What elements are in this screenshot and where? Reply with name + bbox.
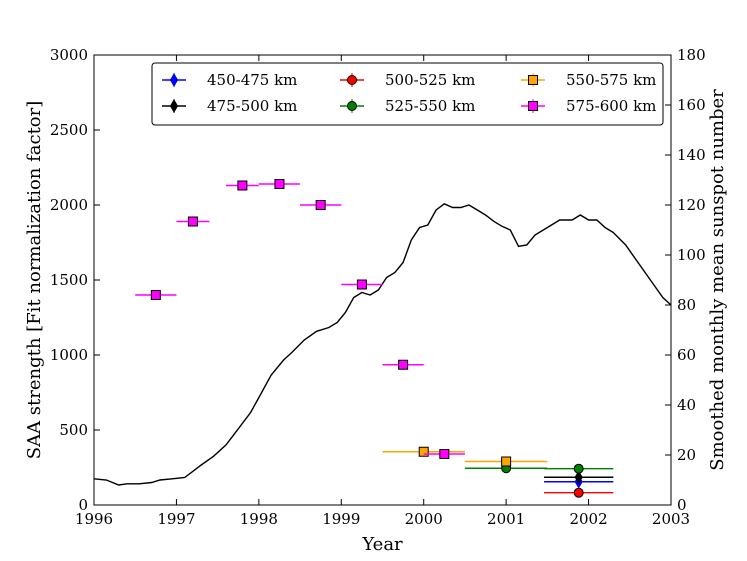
y2-tick-label: 160	[677, 96, 706, 114]
series-5-point-0	[135, 290, 177, 300]
y2-tick-label: 100	[677, 246, 706, 264]
data-point	[573, 487, 584, 498]
legend-entry-0: 450-475 km	[162, 71, 297, 89]
y2-tick-label: 80	[677, 296, 696, 314]
x-tick-label: 2000	[405, 510, 443, 528]
data-point	[574, 470, 583, 485]
sunspot-curve	[93, 202, 672, 486]
legend-marker	[347, 75, 357, 85]
series-5-point-5	[341, 279, 383, 290]
y2-tick-label: 40	[677, 396, 696, 414]
data-point	[418, 446, 429, 457]
y-tick-label: 1000	[50, 346, 88, 364]
y-axis-label: SAA strength [Fit normalization factor]	[24, 101, 45, 460]
x-tick-label: 2002	[569, 510, 607, 528]
y-tick-label: 2500	[50, 121, 88, 139]
legend-marker	[169, 73, 179, 87]
y2-tick-label: 0	[677, 496, 687, 514]
data-point	[315, 200, 326, 210]
legend-entry-3: 525-550 km	[340, 97, 475, 115]
series-5-point-4	[300, 200, 342, 210]
legend-label: 500-525 km	[385, 71, 475, 89]
series-5-point-1	[176, 216, 210, 227]
data-point	[356, 279, 367, 290]
y-tick-label: 3000	[50, 46, 88, 64]
legend-marker	[528, 75, 538, 85]
legend-entry-2: 500-525 km	[340, 71, 475, 89]
axes-layer: 1996 1997 1998 1999 2000 2001 2002 200305001000…	[50, 46, 706, 528]
legend-entry-5: 575-600 km	[521, 97, 656, 115]
y2-tick-label: 120	[677, 196, 706, 214]
legend-entry-1: 475-500 km	[162, 97, 297, 115]
data-point	[150, 290, 161, 300]
x-tick-label: 2001	[487, 510, 525, 528]
legend-marker	[169, 99, 179, 113]
y2-tick-label: 180	[677, 46, 706, 64]
series-5-point-2	[225, 180, 259, 191]
x-tick-label: 2003	[652, 510, 690, 528]
data-point	[398, 359, 409, 370]
y-tick-label: 0	[78, 496, 88, 514]
y2-tick-label: 140	[677, 146, 706, 164]
series-4-point-1	[464, 456, 548, 467]
y2-tick-label: 20	[677, 446, 696, 464]
legend-label: 550-575 km	[566, 71, 656, 89]
plot-layer	[93, 179, 672, 498]
data-point	[573, 463, 584, 474]
x-tick-label: 1996	[75, 510, 113, 528]
x-tick-label: 1999	[322, 510, 360, 528]
legend-marker	[347, 101, 357, 111]
y2-axis-label: Smoothed monthly mean sunspot number	[707, 89, 728, 471]
data-point	[237, 180, 248, 191]
y2-tick-label: 60	[677, 346, 696, 364]
series-4-point-0	[382, 446, 465, 457]
series-3-point-1	[544, 463, 614, 474]
series-1-point-0	[544, 470, 614, 485]
series-5-point-6	[382, 359, 424, 370]
data-point	[439, 449, 450, 459]
legend: 450-475 km 475-500 km 500-525 km 525-550 km…	[151, 62, 664, 126]
legend-label: 525-550 km	[385, 97, 475, 115]
data-point	[187, 216, 198, 227]
y-tick-label: 500	[59, 421, 88, 439]
legend-label: 475-500 km	[207, 97, 297, 115]
legend-label: 450-475 km	[207, 71, 297, 89]
y-tick-label: 2000	[50, 196, 88, 214]
x-tick-label: 1997	[157, 510, 195, 528]
legend-label: 575-600 km	[566, 97, 656, 115]
series-2-point-0	[544, 487, 614, 498]
x-axis-label: Year	[361, 534, 403, 555]
series-5-point-3	[258, 179, 301, 189]
series-5-point-7	[423, 449, 465, 459]
y-tick-label: 1500	[50, 271, 88, 289]
legend-marker	[528, 101, 538, 111]
legend-entry-4: 550-575 km	[521, 71, 656, 89]
data-point	[501, 456, 512, 467]
x-tick-label: 1998	[240, 510, 278, 528]
data-point	[274, 179, 285, 189]
